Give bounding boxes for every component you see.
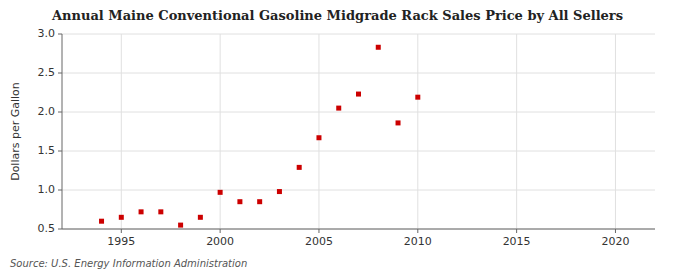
x-grid-line (220, 34, 221, 229)
point (376, 45, 381, 50)
x-tick-label: 2010 (404, 235, 432, 248)
x-tick-label: 2020 (601, 235, 629, 248)
y-tick-label: 2.0 (38, 105, 56, 118)
chart: 0.5 1.0 1.5 2.0 2.5 3.0 1995 2000 2005 2010 2015 20… (0, 0, 675, 275)
x-tick (417, 229, 418, 233)
x-tick (318, 229, 319, 233)
grid (62, 34, 655, 229)
y-axis-line (62, 34, 63, 229)
point (415, 95, 420, 100)
y-grid-line (62, 73, 655, 74)
point (297, 165, 302, 170)
y-tick-label: 1.0 (38, 183, 56, 196)
y-tick-label: 2.5 (38, 66, 56, 79)
points (99, 45, 420, 228)
x-axis-line (62, 229, 655, 230)
x-tick-label: 2000 (206, 235, 234, 248)
x-tick (220, 229, 221, 233)
x-tick (516, 229, 517, 233)
y-tick (58, 73, 62, 74)
x-grid-line (318, 34, 319, 229)
point (336, 106, 341, 111)
x-tick (615, 229, 616, 233)
point (99, 219, 104, 224)
x-tick-label: 2005 (305, 235, 333, 248)
y-grid-line (62, 229, 655, 230)
point (119, 215, 124, 220)
y-grid-line (62, 151, 655, 152)
y-tick (58, 151, 62, 152)
x-grid-line (121, 34, 122, 229)
x-tick-label: 2015 (503, 235, 531, 248)
point (396, 120, 401, 125)
y-axis-label: Dollars per Gallon (9, 82, 22, 181)
point (198, 215, 203, 220)
y-tick (58, 112, 62, 113)
y-tick (58, 34, 62, 35)
point (218, 190, 223, 195)
y-tick-label: 0.5 (38, 222, 56, 235)
y-grid-line (62, 112, 655, 113)
y-grid-line (62, 190, 655, 191)
y-tick (58, 190, 62, 191)
point (158, 209, 163, 214)
x-tick-label: 1995 (107, 235, 135, 248)
annotation: Source: U.S. Energy Information Administ… (10, 258, 247, 269)
point (139, 209, 144, 214)
y-tick-label: 3.0 (38, 27, 56, 40)
point (316, 135, 321, 140)
point (178, 223, 183, 228)
y-tick (58, 229, 62, 230)
x-grid-line (615, 34, 616, 229)
axes: 0.5 1.0 1.5 2.0 2.5 3.0 1995 2000 2005 2010 2015 20… (38, 27, 656, 248)
y-grid-line (62, 34, 655, 35)
point (237, 199, 242, 204)
x-grid-line (516, 34, 517, 229)
x-tick (121, 229, 122, 233)
point (356, 92, 361, 97)
point (257, 199, 262, 204)
title: Annual Maine Conventional Gasoline Midgr… (51, 8, 623, 23)
x-grid-line (417, 34, 418, 229)
y-tick-label: 1.5 (38, 144, 56, 157)
point (277, 189, 282, 194)
